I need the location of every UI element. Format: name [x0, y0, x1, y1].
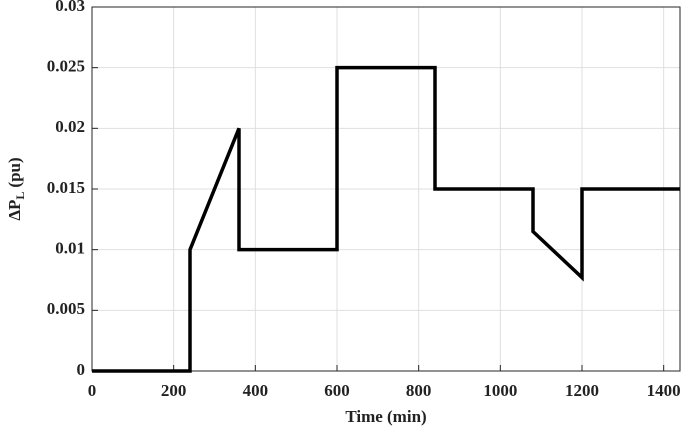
x-tick-label: 800 [406, 381, 432, 400]
y-tick-label: 0.025 [47, 57, 85, 76]
y-tick-label: 0.01 [55, 239, 85, 258]
y-label-unit: (pu) [5, 157, 24, 187]
x-tick-label: 0 [88, 381, 97, 400]
x-tick-label: 600 [324, 381, 350, 400]
x-tick-label: 200 [161, 381, 187, 400]
x-axis-label: Time (min) [345, 407, 426, 426]
y-tick-label: 0 [77, 360, 86, 379]
y-tick-label: 0.02 [55, 117, 85, 136]
y-axis-label: ΔPL (pu) [5, 157, 27, 220]
y-tick-label: 0.015 [47, 178, 85, 197]
data-line [92, 65, 680, 373]
y-tick-label: 0.03 [55, 0, 85, 15]
x-tick-label: 1400 [647, 381, 681, 400]
y-tick-label: 0.005 [47, 299, 85, 318]
y-label-sub: L [13, 192, 27, 200]
x-tick-label: 1000 [483, 381, 517, 400]
x-tick-label: 1200 [565, 381, 599, 400]
y-label-main: ΔP [5, 200, 24, 221]
x-tick-label: 400 [243, 381, 269, 400]
